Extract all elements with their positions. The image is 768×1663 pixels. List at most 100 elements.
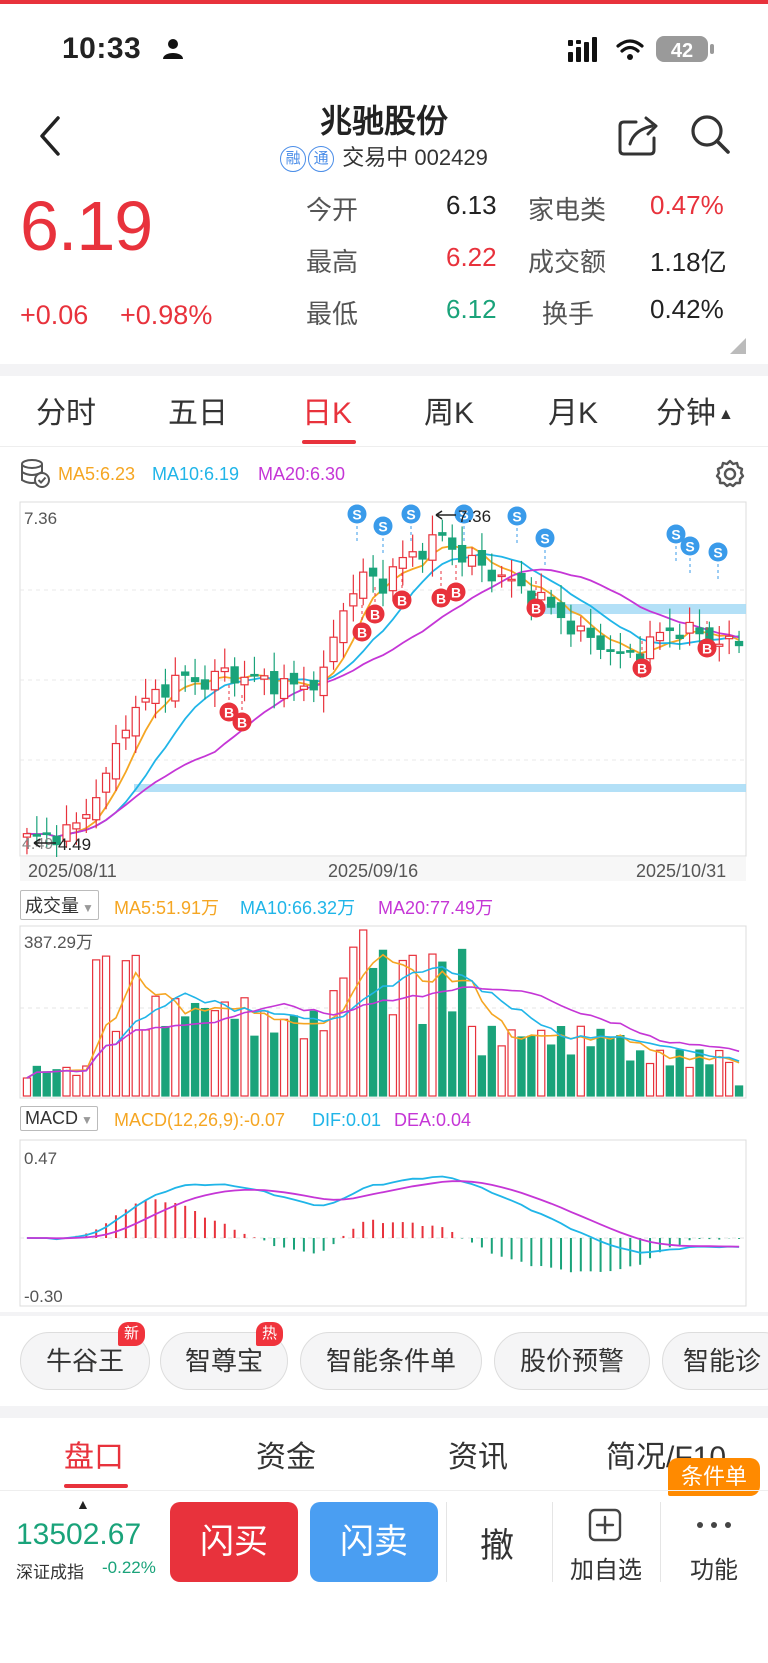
flash-sell-button[interactable]: 闪卖 — [310, 1502, 438, 1582]
volume-bar — [537, 1029, 546, 1097]
volume-bar — [705, 1064, 714, 1097]
support-zone — [134, 784, 746, 792]
candle-body — [576, 625, 585, 632]
feature-price-alert[interactable]: 股价预警 — [494, 1332, 650, 1390]
feature-smart-diagnosis[interactable]: 智能诊 — [662, 1332, 768, 1390]
buy-signal-icon — [431, 588, 451, 608]
candle-body — [715, 643, 724, 647]
action-divider — [446, 1502, 447, 1582]
volume-ma-lines — [26, 953, 740, 1079]
condition-order-badge[interactable]: 条件单 — [668, 1458, 760, 1496]
low-label: 最低 — [306, 299, 359, 329]
expand-corner-icon[interactable] — [730, 338, 746, 354]
candle-body — [329, 636, 338, 663]
candle-body — [467, 554, 477, 567]
gear-icon[interactable] — [714, 458, 746, 490]
volume-indicator-select[interactable]: 成交量 ▼ — [20, 890, 99, 920]
trading-status-code: 交易中 002429 — [342, 145, 488, 170]
candle-body — [52, 835, 61, 846]
tab-intraday[interactable]: 分时 — [36, 397, 96, 430]
tab-funds[interactable]: 资金 — [256, 1441, 316, 1474]
macd-ytop: 0.47 — [24, 1149, 57, 1168]
candle-body — [240, 676, 249, 686]
svg-text:B: B — [370, 607, 380, 623]
cellular-signal-icon — [568, 37, 597, 62]
more-functions-label[interactable]: 功能 — [690, 1557, 738, 1584]
price-change-pct: +0.98% — [120, 300, 213, 330]
volume-chart[interactable]: 387.29万 — [0, 924, 768, 1100]
sell-signal-icon — [454, 504, 474, 524]
volume-bar — [566, 1054, 576, 1097]
turnover-label: 成交额 — [528, 247, 607, 277]
volume-bar — [339, 977, 348, 1097]
tab-daily-k[interactable]: 日K — [302, 397, 353, 430]
candle-body — [92, 797, 101, 821]
tab-news[interactable]: 资讯 — [448, 1441, 508, 1474]
candle-body — [655, 631, 665, 642]
share-icon[interactable] — [616, 114, 660, 158]
flash-buy-button[interactable]: 闪买 — [170, 1502, 298, 1582]
tab-five-day[interactable]: 五日 — [168, 397, 228, 430]
volume-bar — [685, 1066, 694, 1097]
volume-ma20-line — [26, 986, 740, 1079]
macd-ybottom: -0.30 — [24, 1287, 63, 1306]
candle-body — [616, 651, 625, 654]
candle-body — [121, 729, 131, 739]
volume-bar — [655, 1049, 665, 1097]
macd-params: MACD(12,26,9):-0.07 — [114, 1110, 286, 1130]
macd-indicator-select[interactable]: MACD ▼ — [20, 1106, 98, 1131]
triangle-up-icon: ▲ — [718, 406, 734, 424]
kline-ytop: 7.36 — [24, 509, 57, 528]
add-watchlist-icon[interactable] — [588, 1508, 622, 1542]
add-watchlist-label[interactable]: 加自选 — [570, 1557, 642, 1584]
tab-handicap[interactable]: 盘口 — [64, 1441, 124, 1474]
candle-body — [725, 635, 734, 640]
candle-body — [428, 534, 437, 561]
kline-high-mark: 7.36 — [458, 507, 491, 526]
svg-text:B: B — [237, 715, 247, 731]
candle-body — [645, 636, 655, 660]
candle-body — [398, 556, 407, 569]
back-button[interactable] — [32, 112, 72, 160]
volume-bar — [289, 1015, 299, 1097]
candle-body — [151, 688, 160, 705]
macd-chart[interactable]: 0.47 -0.30 — [0, 1138, 768, 1308]
macd-dif: DIF:0.01 — [312, 1110, 382, 1130]
margin-badge: 融 — [280, 146, 307, 173]
dif-line — [26, 1175, 740, 1254]
volume-bar — [32, 1065, 41, 1097]
tab-minute[interactable]: 分钟 ▲ — [656, 388, 734, 432]
sector-label[interactable]: 家电类 — [528, 195, 607, 225]
tab-weekly-k[interactable]: 周K — [424, 397, 475, 430]
candle-body — [22, 833, 32, 838]
volume-bar — [715, 1049, 724, 1097]
buy-signal-icon — [697, 638, 717, 658]
volume-ma10: MA10:66.32万 — [240, 898, 356, 918]
search-icon[interactable] — [688, 112, 732, 156]
index-value[interactable]: 13502.67 — [16, 1518, 142, 1551]
volume-bar — [260, 1010, 269, 1097]
volume-bar — [161, 1025, 170, 1097]
volume-bar — [250, 1035, 259, 1097]
feature-smart-order[interactable]: 智能条件单 — [300, 1332, 482, 1390]
more-dots-icon[interactable] — [694, 1518, 734, 1532]
volume-bar — [517, 1036, 526, 1097]
ma10-line — [26, 552, 740, 838]
volume-bar — [190, 1002, 200, 1097]
cancel-order-button[interactable]: 撤 — [480, 1527, 514, 1565]
volume-bar — [626, 1060, 635, 1097]
volume-ma20: MA20:77.49万 — [378, 898, 494, 918]
database-icon[interactable] — [20, 458, 50, 488]
svg-text:B: B — [531, 601, 541, 617]
status-time: 10:33 — [62, 32, 142, 65]
candle-body — [210, 670, 220, 691]
volume-bar — [428, 953, 437, 1097]
section-divider — [0, 364, 768, 376]
tab-monthly-k[interactable]: 月K — [548, 397, 599, 430]
buy-signal-icon — [365, 604, 385, 624]
candle-body — [42, 832, 51, 836]
sector-pct[interactable]: 0.47% — [650, 190, 724, 220]
volume-bar — [368, 967, 378, 1097]
